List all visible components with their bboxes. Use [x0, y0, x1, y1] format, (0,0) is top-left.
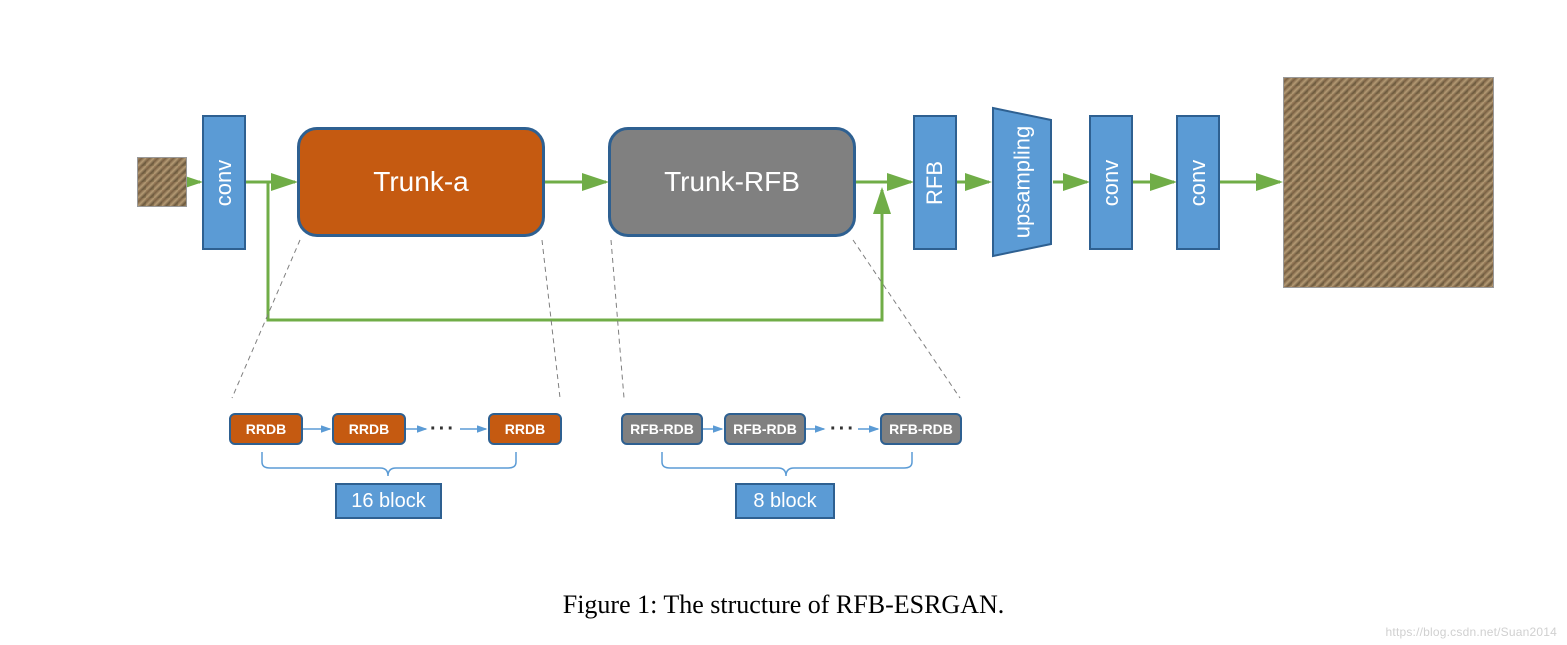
conv1-block: conv [202, 115, 246, 250]
rfb-block: RFB [913, 115, 957, 250]
figure-caption: Figure 1: The structure of RFB-ESRGAN. [0, 590, 1567, 620]
rrdb-label-3: RRDB [505, 421, 545, 437]
rfbrdb-count-label: 8 block [753, 490, 816, 513]
rfbrdb-label-2: RFB-RDB [733, 421, 797, 437]
watermark: https://blog.csdn.net/Suan2014 [1386, 625, 1557, 639]
rrdb-bracket [262, 452, 516, 476]
rfbrdb-label-3: RFB-RDB [889, 421, 953, 437]
diagram-canvas: conv Trunk-a Trunk-RFB RFB upsampling co… [0, 0, 1567, 645]
rrdb-block-3: RRDB [488, 413, 562, 445]
rfbrdb-block-2: RFB-RDB [724, 413, 806, 445]
rrdb-count-label: 16 block [351, 490, 426, 513]
trunk-rfb-label: Trunk-RFB [664, 166, 800, 198]
rrdb-dots: ··· [430, 418, 456, 441]
conv2-label: conv [1098, 159, 1124, 205]
output-image [1283, 77, 1494, 288]
upsample-block: upsampling [991, 107, 1053, 257]
rrdb-label-1: RRDB [246, 421, 286, 437]
rfbrdb-block-3: RFB-RDB [880, 413, 962, 445]
trunk-a-label: Trunk-a [373, 166, 468, 198]
rrdb-count: 16 block [335, 483, 442, 519]
conv3-block: conv [1176, 115, 1220, 250]
trunk-rfb-block: Trunk-RFB [608, 127, 856, 237]
rfbrdb-count: 8 block [735, 483, 835, 519]
input-image [137, 157, 187, 207]
rrdb-block-1: RRDB [229, 413, 303, 445]
rrdb-block-2: RRDB [332, 413, 406, 445]
rfbrdb-block-1: RFB-RDB [621, 413, 703, 445]
conv2-block: conv [1089, 115, 1133, 250]
rfbrdb-label-1: RFB-RDB [630, 421, 694, 437]
rrdb-label-2: RRDB [349, 421, 389, 437]
upsample-label: upsampling [1009, 126, 1035, 239]
rfbrdb-bracket [662, 452, 912, 476]
trunk-a-block: Trunk-a [297, 127, 545, 237]
conv1-label: conv [211, 159, 237, 205]
rfb-label: RFB [922, 161, 948, 205]
rfbrdb-dots: ··· [830, 418, 856, 441]
conv3-label: conv [1185, 159, 1211, 205]
